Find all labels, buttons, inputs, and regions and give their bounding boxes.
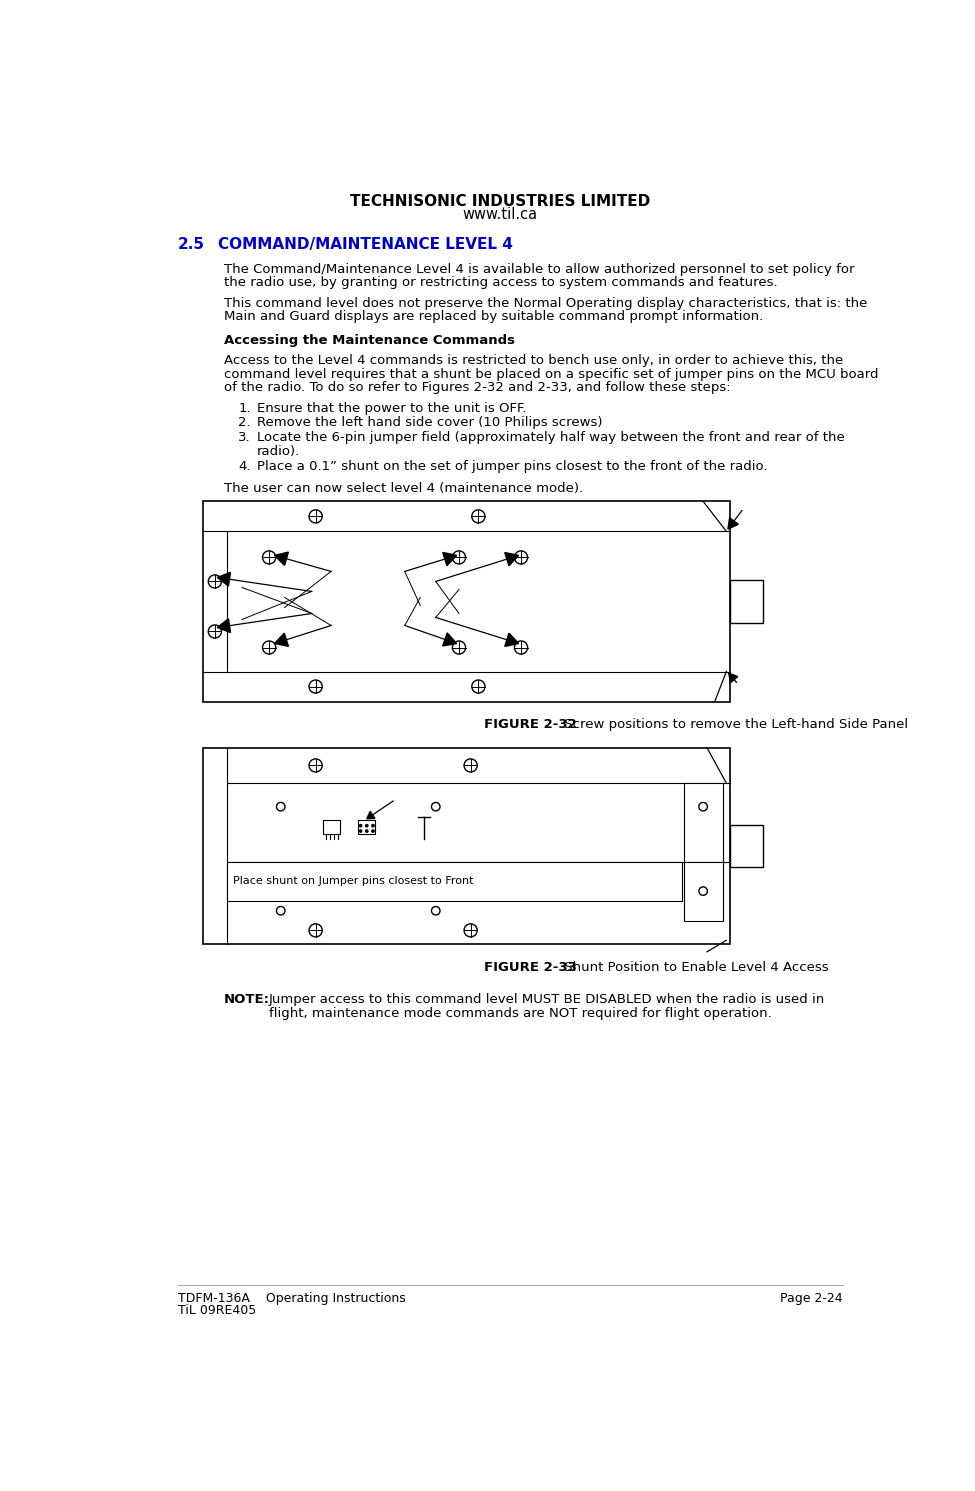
Bar: [358, 820, 375, 833]
Text: flight, maintenance mode commands are NOT required for flight operation.: flight, maintenance mode commands are NO…: [269, 1006, 772, 1020]
Bar: [683, 862, 722, 920]
Polygon shape: [728, 672, 738, 683]
Text: Remove the left hand side cover (10 Philips screws): Remove the left hand side cover (10 Phil…: [256, 416, 603, 429]
Text: The Command/Maintenance Level 4 is available to allow authorized personnel to se: The Command/Maintenance Level 4 is avail…: [224, 262, 855, 276]
Bar: [203, 748, 730, 944]
Text: TiL 09RE405: TiL 09RE405: [177, 1305, 255, 1317]
Text: Locate the 6-pin jumper field (approximately half way between the front and rear: Locate the 6-pin jumper field (approxima…: [256, 431, 844, 444]
Text: Shunt Position to Enable Level 4 Access: Shunt Position to Enable Level 4 Access: [560, 962, 829, 974]
Text: The user can now select level 4 (maintenance mode).: The user can now select level 4 (mainten…: [224, 483, 583, 495]
Polygon shape: [275, 634, 289, 646]
Text: Page 2-24: Page 2-24: [780, 1291, 842, 1305]
Polygon shape: [443, 553, 456, 565]
Polygon shape: [217, 573, 230, 586]
Text: radio).: radio).: [256, 444, 300, 458]
Bar: [226, 862, 682, 901]
Text: www.til.ca: www.til.ca: [462, 207, 537, 222]
Circle shape: [371, 825, 374, 828]
Text: of the radio. To do so refer to Figures 2-32 and 2-33, and follow these steps:: of the radio. To do so refer to Figures …: [224, 382, 731, 395]
Circle shape: [366, 825, 368, 828]
Circle shape: [366, 830, 368, 832]
Polygon shape: [367, 811, 375, 819]
Text: 2.5: 2.5: [177, 237, 205, 252]
Text: Place shunt on Jumper pins closest to Front: Place shunt on Jumper pins closest to Fr…: [233, 875, 473, 886]
Polygon shape: [443, 632, 456, 646]
Bar: [730, 825, 762, 868]
Bar: [730, 580, 762, 623]
Text: FIGURE 2-33: FIGURE 2-33: [485, 962, 577, 974]
Text: Accessing the Maintenance Commands: Accessing the Maintenance Commands: [224, 334, 515, 347]
Text: command level requires that a shunt be placed on a specific set of jumper pins o: command level requires that a shunt be p…: [224, 368, 878, 382]
Text: COMMAND/MAINTENANCE LEVEL 4: COMMAND/MAINTENANCE LEVEL 4: [218, 237, 513, 252]
Text: TECHNISONIC INDUSTRIES LIMITED: TECHNISONIC INDUSTRIES LIMITED: [350, 194, 649, 209]
Text: This command level does not preserve the Normal Operating display characteristic: This command level does not preserve the…: [224, 297, 868, 310]
Bar: [683, 783, 722, 862]
Text: the radio use, by granting or restricting access to system commands and features: the radio use, by granting or restrictin…: [224, 276, 778, 289]
Text: Main and Guard displays are replaced by suitable command prompt information.: Main and Guard displays are replaced by …: [224, 310, 763, 324]
Bar: [324, 820, 340, 833]
Polygon shape: [217, 619, 230, 632]
Circle shape: [360, 825, 362, 828]
Polygon shape: [505, 634, 519, 647]
Text: 2.: 2.: [238, 416, 251, 429]
Polygon shape: [275, 552, 289, 565]
Bar: [203, 501, 730, 702]
Text: 1.: 1.: [238, 401, 251, 414]
Text: Access to the Level 4 commands is restricted to bench use only, in order to achi: Access to the Level 4 commands is restri…: [224, 355, 843, 367]
Text: TDFM-136A    Operating Instructions: TDFM-136A Operating Instructions: [177, 1291, 406, 1305]
Polygon shape: [728, 517, 738, 529]
Circle shape: [360, 830, 362, 832]
Text: 4.: 4.: [238, 459, 251, 473]
Text: FIGURE 2-32: FIGURE 2-32: [485, 719, 577, 732]
Polygon shape: [505, 553, 519, 565]
Text: 3.: 3.: [238, 431, 251, 444]
Text: Jumper access to this command level MUST BE DISABLED when the radio is used in: Jumper access to this command level MUST…: [269, 993, 826, 1006]
Circle shape: [371, 830, 374, 832]
Text: NOTE:: NOTE:: [224, 993, 270, 1006]
Text: Place a 0.1” shunt on the set of jumper pins closest to the front of the radio.: Place a 0.1” shunt on the set of jumper …: [256, 459, 767, 473]
Text: Ensure that the power to the unit is OFF.: Ensure that the power to the unit is OFF…: [256, 401, 526, 414]
Text: Screw positions to remove the Left-hand Side Panel: Screw positions to remove the Left-hand …: [560, 719, 909, 732]
